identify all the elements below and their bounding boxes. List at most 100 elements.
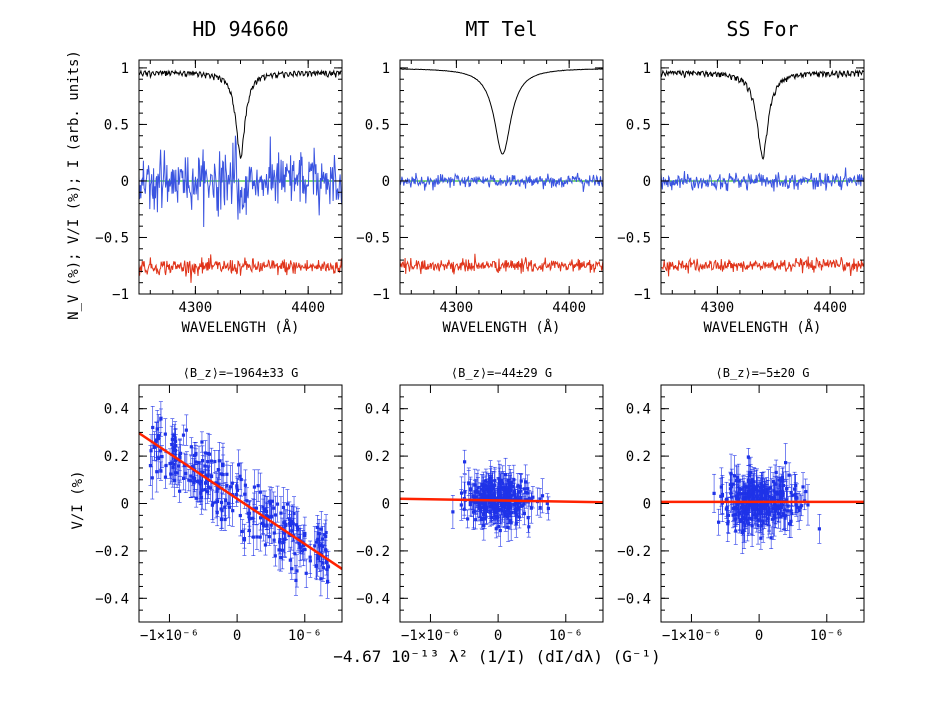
point-marker	[238, 474, 242, 478]
data-point	[465, 509, 470, 529]
point-marker	[209, 474, 214, 479]
point-marker	[760, 523, 764, 528]
point-marker	[507, 488, 511, 492]
point-marker	[760, 502, 765, 506]
point-marker	[317, 543, 321, 547]
point-marker	[508, 506, 513, 510]
point-marker	[303, 533, 307, 538]
point-marker	[181, 476, 186, 480]
panel-1-series-i	[400, 68, 603, 155]
point-marker	[204, 474, 208, 478]
point-marker	[797, 508, 801, 513]
y-tick-label: 0	[643, 497, 651, 513]
panel-3-fit-line	[139, 432, 342, 570]
point-marker	[754, 513, 758, 517]
point-marker	[285, 502, 289, 506]
point-marker	[298, 545, 302, 549]
point-marker	[203, 464, 207, 468]
point-marker	[163, 432, 167, 436]
point-marker	[272, 506, 276, 510]
point-marker	[765, 512, 769, 516]
panel-4-plot-area	[400, 449, 603, 547]
point-marker	[292, 511, 296, 516]
x-tick-label: 0	[494, 628, 502, 644]
y-tick-label: 0	[121, 174, 129, 190]
data-point	[288, 546, 293, 574]
point-marker	[804, 489, 808, 494]
y-tick-label: 0.2	[626, 449, 651, 465]
data-point	[479, 492, 484, 514]
point-marker	[172, 478, 177, 482]
point-marker	[776, 506, 781, 510]
data-point	[324, 549, 329, 576]
y-tick-label: 0	[382, 497, 390, 513]
data-point	[733, 505, 738, 533]
spectrum-y-axis-label: N_V (%); V/I (%); I (arb. units)	[66, 50, 82, 320]
data-point	[184, 414, 189, 446]
panel-1-series-v-i	[400, 172, 603, 192]
y-tick-label: −0.5	[617, 230, 651, 246]
point-marker	[217, 482, 221, 486]
point-marker	[288, 521, 292, 525]
point-marker	[509, 519, 513, 523]
point-marker	[772, 513, 777, 518]
point-marker	[300, 549, 305, 553]
point-marker	[215, 499, 220, 504]
data-point	[326, 550, 331, 583]
point-marker	[795, 496, 799, 500]
point-marker	[173, 471, 177, 475]
point-marker	[496, 505, 500, 510]
point-marker	[516, 484, 520, 488]
point-marker	[712, 491, 716, 495]
point-marker	[752, 505, 756, 509]
point-marker	[744, 510, 748, 515]
x-tick-label: −1×10⁻⁶	[401, 628, 460, 644]
point-marker	[190, 465, 195, 469]
panel-2-series-n_v	[661, 256, 864, 277]
point-marker	[321, 544, 325, 548]
data-point	[488, 487, 493, 507]
point-marker	[719, 485, 723, 489]
point-marker	[480, 482, 485, 486]
y-tick-label: −1	[112, 287, 129, 303]
point-marker	[538, 506, 542, 510]
point-marker	[488, 476, 493, 480]
panel-1-series-n_v	[400, 253, 603, 275]
point-marker	[326, 565, 331, 569]
scatter-shared-x-axis-label: −4.67 10⁻¹³ λ² (1/I) (dI/dλ) (G⁻¹)	[333, 647, 661, 666]
point-marker	[510, 511, 514, 515]
data-point	[520, 493, 525, 518]
data-point	[729, 468, 734, 505]
y-tick-label: −0.5	[356, 230, 390, 246]
point-marker	[160, 454, 164, 459]
point-marker	[316, 554, 320, 558]
point-marker	[308, 559, 312, 563]
point-marker	[522, 511, 526, 516]
point-marker	[720, 494, 725, 498]
point-marker	[546, 506, 550, 511]
point-marker	[235, 488, 240, 492]
point-marker	[214, 481, 218, 485]
panel-0-x-axis-label: WAVELENGTH (Å)	[181, 319, 299, 336]
point-marker	[766, 509, 771, 513]
point-marker	[778, 484, 782, 488]
point-marker	[235, 486, 239, 490]
data-point	[206, 432, 211, 475]
point-marker	[526, 516, 530, 520]
point-marker	[158, 449, 162, 453]
data-point	[301, 524, 306, 567]
point-marker	[172, 448, 176, 453]
point-marker	[774, 470, 778, 475]
point-marker	[790, 493, 794, 498]
point-marker	[752, 484, 756, 488]
x-tick-label: −1×10⁻⁶	[662, 628, 721, 644]
data-point	[769, 485, 774, 513]
point-marker	[192, 481, 196, 485]
data-point	[158, 461, 163, 481]
y-tick-label: 1	[382, 61, 390, 77]
point-marker	[451, 510, 455, 514]
point-marker	[817, 527, 821, 531]
data-point	[203, 466, 208, 485]
data-point	[498, 479, 503, 507]
point-marker	[789, 490, 793, 495]
